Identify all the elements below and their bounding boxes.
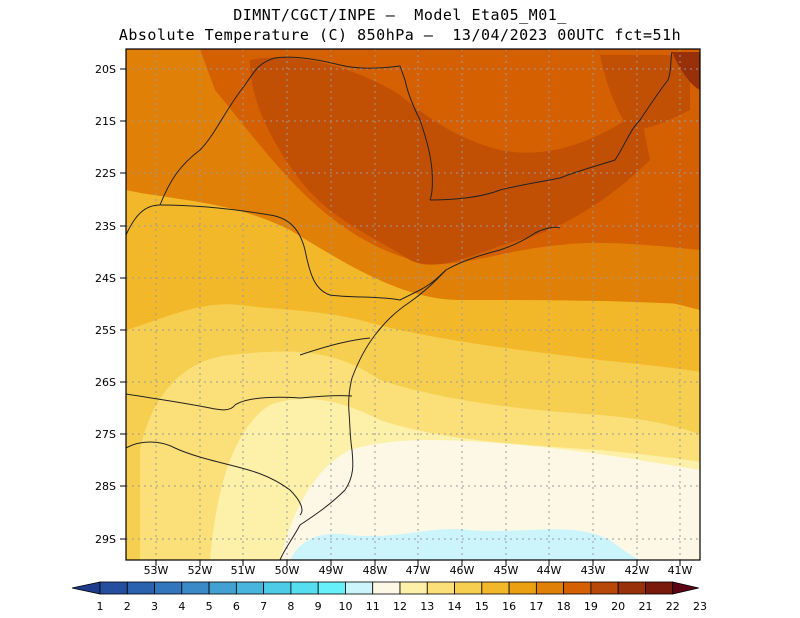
colorbar-label: 20 — [611, 600, 625, 613]
colorbar-label: 6 — [233, 600, 240, 613]
colorbar-label: 15 — [475, 600, 489, 613]
colorbar: 1 2 3 4 5 6 7 8 9 10 11 12 13 14 15 16 17 18 19 20 21 22 23 — [71, 581, 707, 613]
lon-label: 51W — [231, 564, 256, 577]
band-21 — [672, 52, 700, 90]
colorbar-label: 10 — [338, 600, 352, 613]
colorbar-segment — [426, 581, 455, 595]
colorbar-segment — [317, 581, 346, 595]
colorbar-segment — [645, 581, 674, 595]
lon-label: 47W — [406, 564, 431, 577]
colorbar-segment — [617, 581, 646, 595]
lat-label: 29S — [95, 533, 116, 546]
colorbar-arrow-left — [71, 581, 101, 595]
lat-label: 20S — [95, 63, 116, 76]
map-borders — [126, 51, 673, 560]
lat-label: 22S — [95, 167, 116, 180]
lon-label: 41W — [668, 564, 693, 577]
lat-label: 26S — [95, 376, 116, 389]
lon-label: 44W — [537, 564, 562, 577]
lon-label: 48W — [363, 564, 388, 577]
colorbar-segment — [235, 581, 265, 595]
colorbar-segment — [181, 581, 210, 595]
colorbar-segment — [563, 581, 592, 595]
axis-ticks — [120, 68, 681, 566]
temperature-field — [126, 49, 700, 560]
band-11 — [290, 528, 640, 560]
colorbar-label: 5 — [206, 600, 213, 613]
colorbar-label: 16 — [502, 600, 516, 613]
colorbar-label: 22 — [666, 600, 680, 613]
colorbar-segment — [290, 581, 319, 595]
colorbar-label: 13 — [420, 600, 434, 613]
lat-label: 28S — [95, 480, 116, 493]
colorbar-arrow-right — [672, 581, 699, 595]
longitude-labels: 53W 52W 51W 50W 49W 48W 47W 46W 45W 44W … — [144, 564, 693, 577]
colorbar-segment — [508, 581, 537, 595]
colorbar-segment — [99, 581, 128, 595]
lon-label: 50W — [275, 564, 300, 577]
band-20-ne — [600, 55, 690, 130]
colorbar-segment — [263, 581, 292, 595]
lon-label: 49W — [319, 564, 344, 577]
lat-label: 21S — [95, 115, 116, 128]
colorbar-segment — [535, 581, 565, 595]
title-line-2: Absolute Temperature (C) 850hPa – 13/04/… — [118, 26, 682, 44]
colorbar-label: 11 — [366, 600, 380, 613]
colorbar-label: 4 — [178, 600, 185, 613]
lon-label: 42W — [625, 564, 650, 577]
colorbar-segment — [481, 581, 510, 595]
title-line-1: DIMNT/CGCT/INPE – Model Eta05_M01_ — [233, 6, 567, 24]
colorbar-label: 2 — [124, 600, 131, 613]
band-12 — [280, 440, 700, 560]
colorbar-label: 9 — [315, 600, 322, 613]
lon-label: 53W — [144, 564, 169, 577]
lat-label: 25S — [95, 324, 116, 337]
lon-label: 52W — [188, 564, 213, 577]
colorbar-label: 7 — [260, 600, 267, 613]
colorbar-label: 21 — [638, 600, 652, 613]
colorbar-label: 8 — [287, 600, 294, 613]
lon-label: 43W — [581, 564, 606, 577]
plot-frame — [125, 48, 701, 561]
colorbar-label: 19 — [584, 600, 598, 613]
band-20 — [250, 57, 650, 265]
colorbar-segment — [590, 581, 619, 595]
colorbar-segment — [154, 581, 183, 595]
colorbar-segment — [372, 581, 401, 595]
lon-label: 46W — [450, 564, 475, 577]
colorbar-segment — [399, 581, 428, 595]
colorbar-label: 1 — [97, 600, 104, 613]
colorbar-segment — [126, 581, 155, 595]
colorbar-label: 3 — [151, 600, 158, 613]
lat-label: 23S — [95, 220, 116, 233]
colorbar-label: 18 — [557, 600, 571, 613]
lat-label: 27S — [95, 428, 116, 441]
lat-label: 24S — [95, 272, 116, 285]
colorbar-label: 14 — [448, 600, 462, 613]
colorbar-label: 23 — [693, 600, 707, 613]
latitude-labels: 20S 21S 22S 23S 24S 25S 26S 27S 28S 29S — [95, 63, 116, 546]
lon-label: 45W — [494, 564, 519, 577]
colorbar-segment — [208, 581, 237, 595]
grid — [126, 49, 700, 560]
colorbar-label: 12 — [393, 600, 407, 613]
colorbar-segment — [345, 581, 374, 595]
colorbar-label: 17 — [529, 600, 543, 613]
colorbar-segment — [454, 581, 483, 595]
